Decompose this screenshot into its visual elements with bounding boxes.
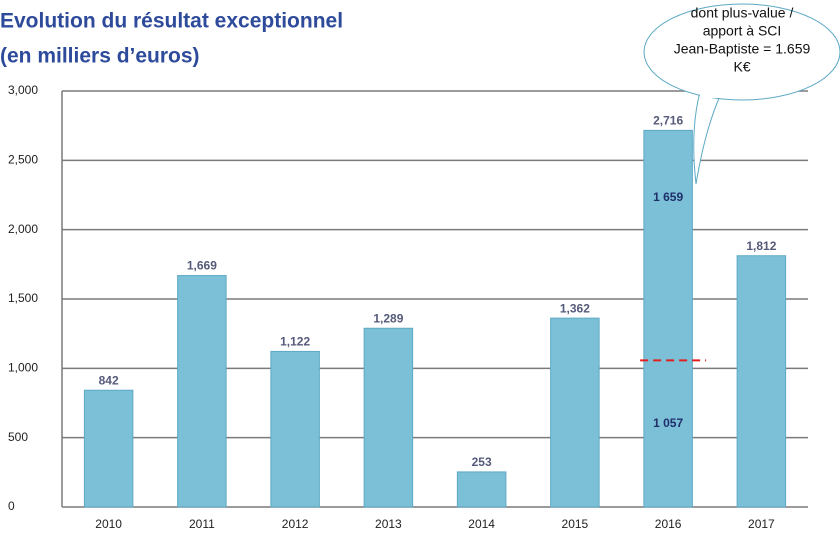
value-label: 1,289	[373, 311, 403, 325]
y-tick-label: 2,000	[8, 222, 38, 236]
bar	[550, 317, 600, 508]
annotation: 1 057	[653, 416, 683, 430]
bar	[643, 129, 693, 508]
callout-text: K€	[733, 59, 750, 75]
x-tick-label: 2016	[655, 517, 682, 531]
chart-title: (en milliers d’euros)	[0, 45, 200, 68]
x-tick-label: 2015	[562, 517, 589, 531]
value-label: 1,362	[560, 301, 590, 315]
value-label: 2,716	[653, 114, 683, 128]
y-tick-label: 500	[8, 430, 28, 444]
bar	[456, 471, 507, 508]
value-label: 842	[99, 373, 119, 387]
callout-mask	[700, 88, 722, 98]
annotation: 1 659	[653, 190, 683, 204]
y-tick-label: 2,500	[8, 153, 38, 167]
value-label: 1,812	[746, 239, 776, 253]
bar	[177, 275, 227, 508]
x-tick-label: 2013	[375, 517, 402, 531]
y-tick-label: 1,500	[8, 291, 38, 305]
callout-text: dont plus-value /	[691, 5, 794, 21]
value-label: 1,122	[280, 335, 310, 349]
value-label: 1,669	[187, 259, 217, 273]
bar	[270, 350, 320, 508]
callout-bubble	[693, 91, 721, 185]
bar	[363, 327, 414, 508]
y-tick-label: 1,000	[8, 361, 38, 375]
callout-bubble	[643, 3, 840, 101]
bar	[83, 389, 134, 508]
y-tick-label: 0	[8, 499, 15, 513]
bar	[736, 255, 787, 508]
value-label: 253	[472, 455, 492, 469]
x-tick-label: 2011	[189, 517, 215, 531]
callout-text: apport à SCI	[703, 23, 782, 39]
x-tick-label: 2017	[748, 517, 775, 531]
callout-text: Jean-Baptiste = 1.659	[674, 41, 811, 57]
x-tick-label: 2010	[95, 517, 122, 531]
x-tick-label: 2012	[282, 517, 309, 531]
chart-title: Evolution du résultat exceptionnel	[0, 10, 343, 33]
y-tick-label: 3,000	[8, 83, 38, 97]
x-tick-label: 2014	[468, 517, 495, 531]
